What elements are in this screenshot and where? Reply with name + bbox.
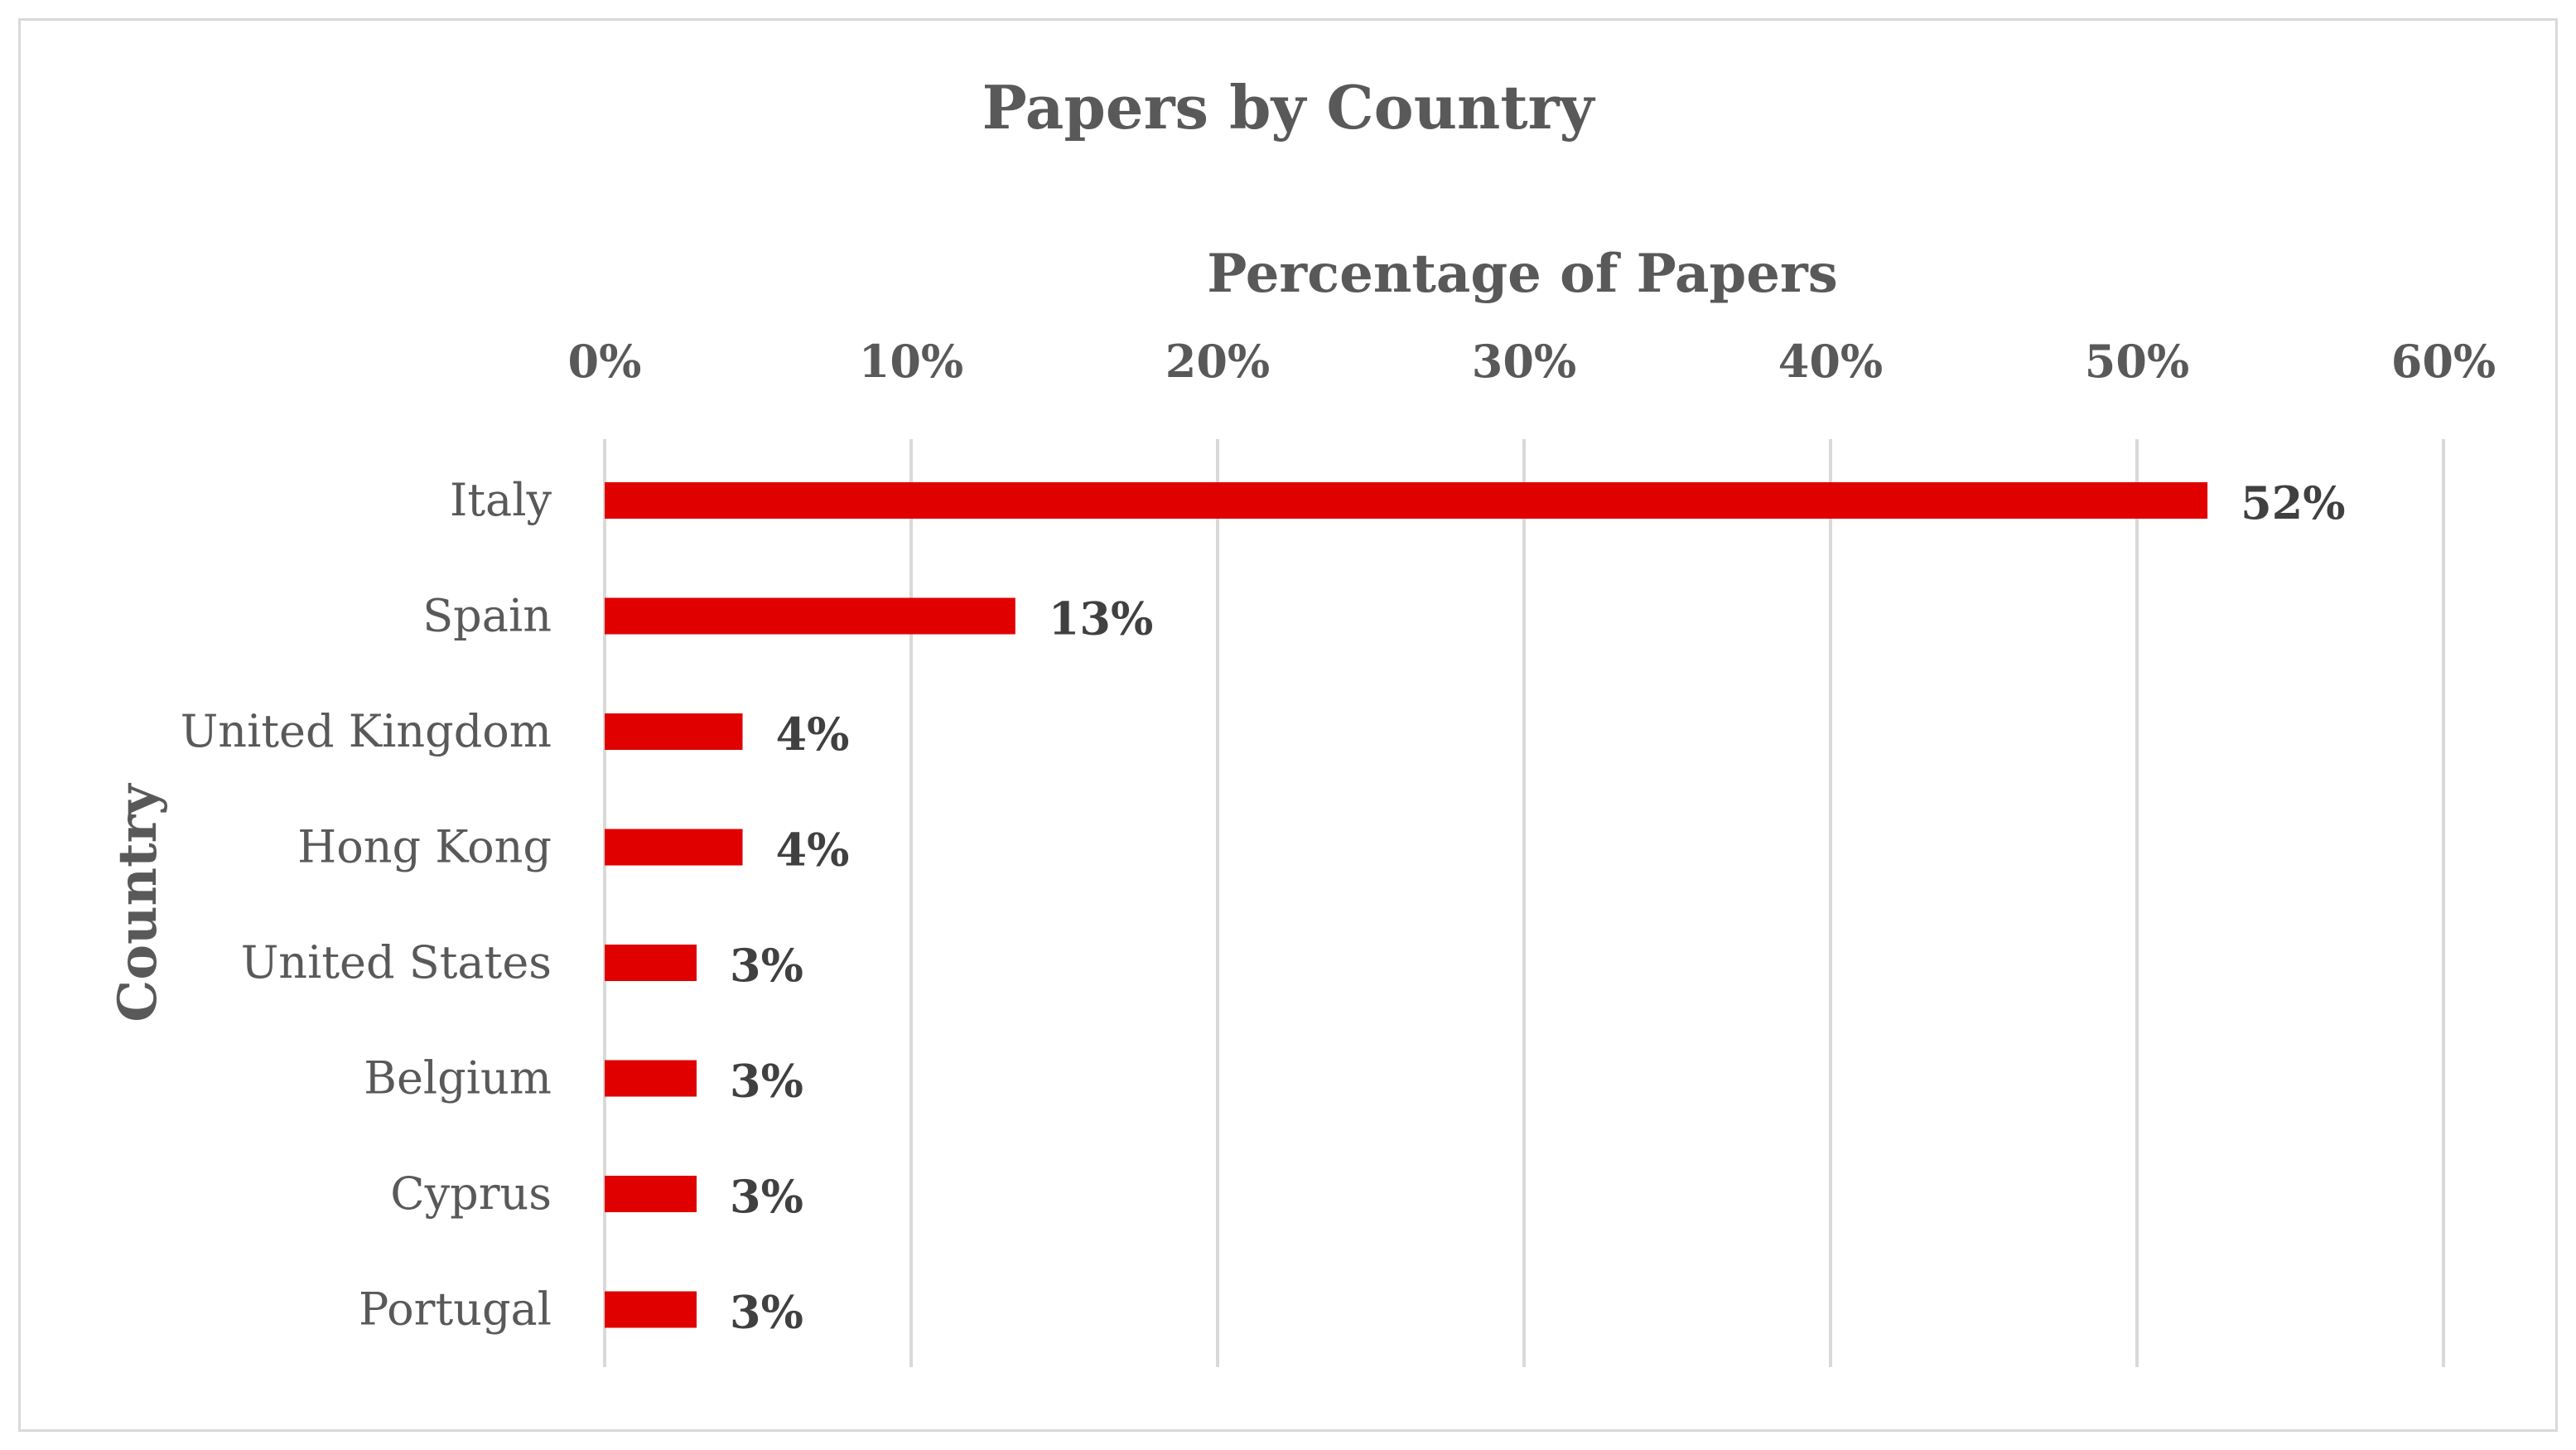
gridlines	[603, 439, 2445, 1367]
x-tick-label: 40%	[1778, 335, 1883, 388]
data-labels: 52% 13% 4% 4% 3% 3% 3% 3%	[730, 476, 2346, 1339]
bar	[605, 482, 2208, 519]
data-label: 52%	[2241, 476, 2345, 529]
category-label: United Kingdom	[181, 705, 552, 757]
x-tick-label: 0%	[568, 335, 642, 388]
x-tick-label: 60%	[2391, 335, 2496, 388]
category-label: Belgium	[364, 1052, 552, 1104]
bar	[605, 1291, 697, 1328]
bar	[605, 829, 743, 866]
data-label: 13%	[1049, 592, 1153, 645]
x-tick-label: 10%	[859, 335, 963, 388]
data-label: 3%	[730, 1055, 803, 1108]
category-label: Italy	[450, 474, 552, 526]
bar	[605, 1176, 697, 1212]
category-label: Cyprus	[390, 1167, 552, 1220]
bar	[605, 597, 1015, 635]
bar	[605, 713, 743, 750]
category-label: United States	[241, 936, 552, 988]
chart-frame	[18, 18, 2558, 1432]
data-label: 4%	[776, 708, 850, 761]
category-label: Hong Kong	[297, 821, 552, 873]
category-label: Portugal	[359, 1283, 552, 1336]
bar	[605, 945, 697, 981]
x-axis-title: Percentage of Papers	[1207, 243, 1837, 305]
x-tick-label: 20%	[1165, 335, 1270, 388]
data-label: 3%	[730, 1170, 803, 1223]
y-axis-title: Country	[107, 783, 169, 1022]
x-tick-label: 50%	[2085, 335, 2189, 388]
bar	[605, 1060, 697, 1097]
category-label: Spain	[422, 590, 552, 642]
data-label: 3%	[730, 1286, 803, 1339]
x-tick-labels: 0% 10% 20% 30% 40% 50% 60%	[568, 335, 2496, 388]
x-tick-label: 30%	[1472, 335, 1576, 388]
category-labels: Italy Spain United Kingdom Hong Kong United …	[181, 474, 552, 1336]
data-label: 3%	[730, 939, 803, 992]
bars	[605, 482, 2208, 1328]
chart-title: Papers by Country	[982, 72, 1596, 143]
data-label: 4%	[776, 824, 850, 877]
